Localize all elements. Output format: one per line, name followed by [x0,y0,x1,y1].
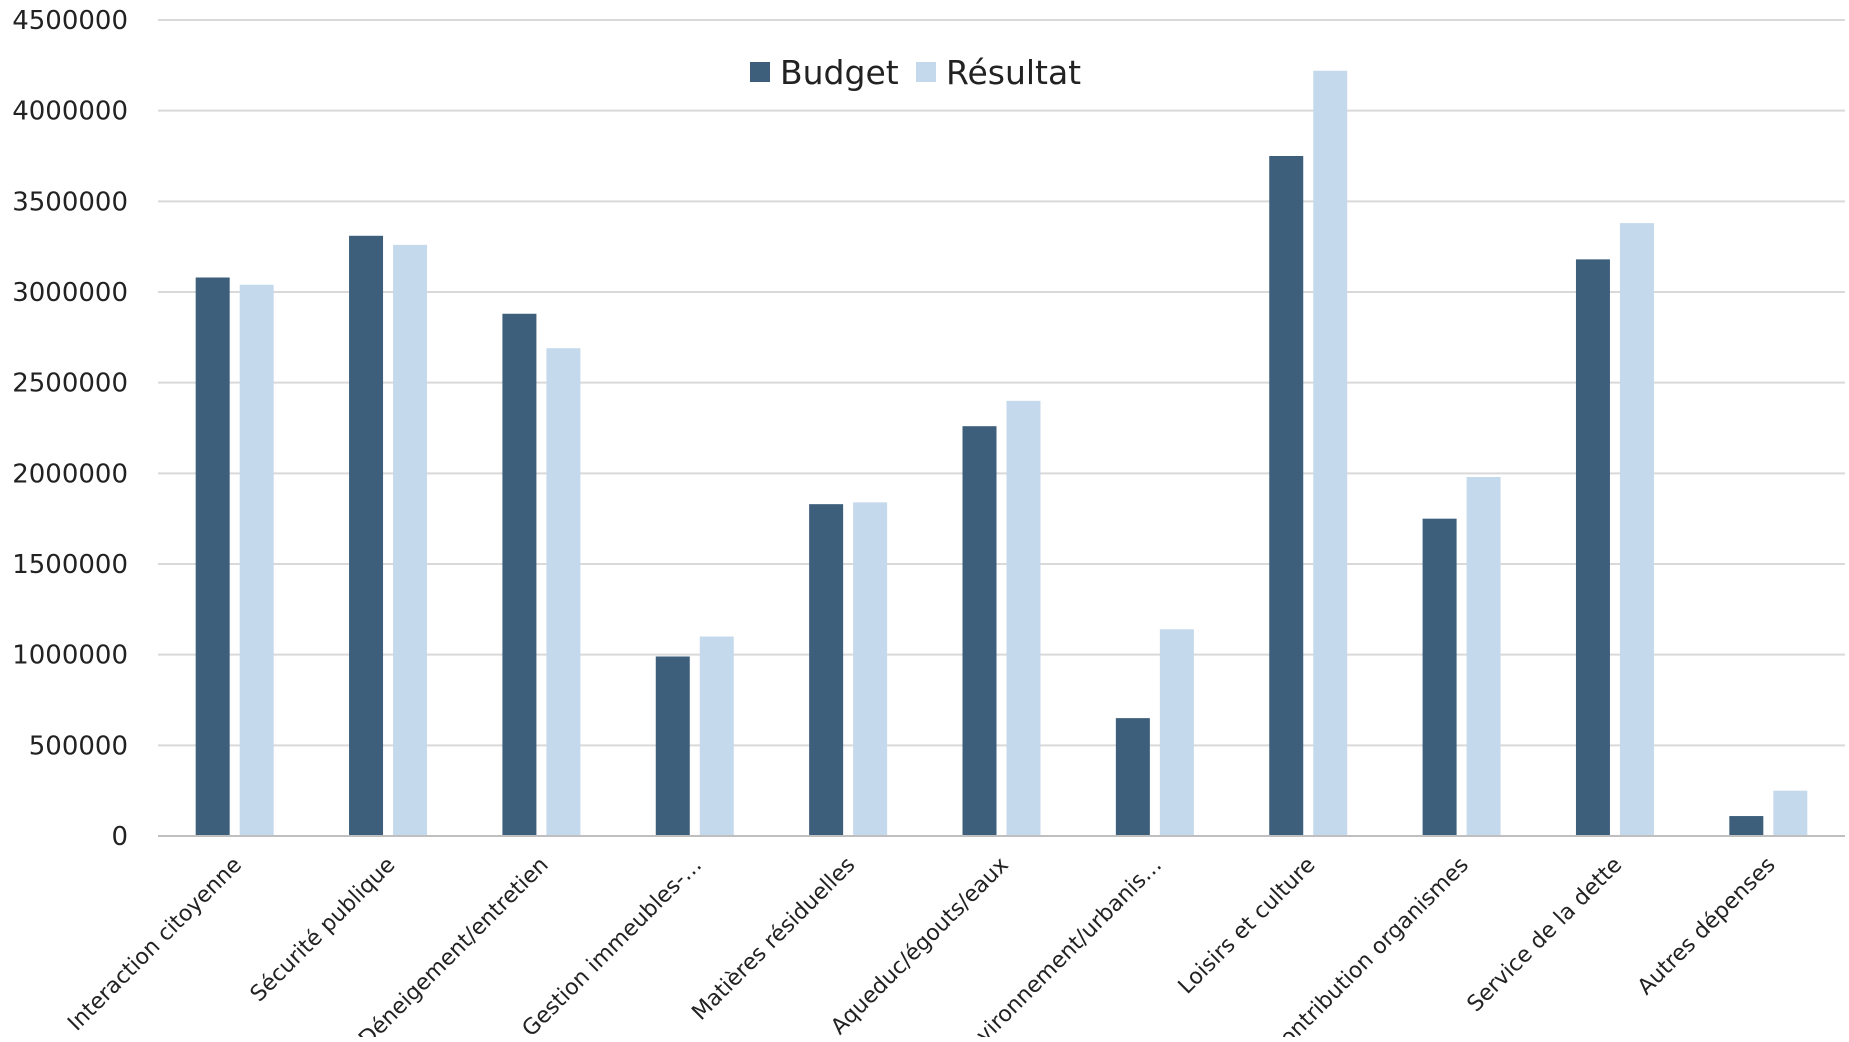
grid-lines [158,19,1845,747]
x-category-label: Service de la dette [1463,853,1628,1018]
legend-label: Budget [780,53,899,92]
bar-resultat [1006,400,1041,836]
bar-resultat [853,502,888,836]
bar-budget [655,656,690,836]
bar-budget [962,426,997,836]
bar-resultat [1313,70,1348,837]
legend-swatch [750,62,770,82]
bar-budget [1575,259,1610,836]
x-category-label: Sécurité publique [246,853,400,1007]
x-category-label: Gestion immeubles-… [518,853,707,1037]
y-tick-label: 1000000 [12,641,128,671]
y-tick-label: 3500000 [12,187,128,217]
x-category-label: Autres dépenses [1633,853,1780,1000]
bar-resultat [1159,629,1194,836]
bar-budget [1269,156,1304,836]
bar-resultat [1466,476,1501,836]
bar-resultat [239,284,274,836]
bar-resultat [1773,790,1808,836]
bar-resultat [546,348,581,836]
bar-budget [1115,718,1150,836]
x-category-label: Aqueduc/égouts/eaux [826,853,1013,1037]
y-tick-label: 3000000 [12,278,128,308]
bar-resultat [699,636,734,836]
y-tick-label: 2000000 [12,459,128,489]
y-tick-label: 4000000 [12,97,128,127]
y-tick-label: 500000 [29,731,128,761]
bar-budget [809,504,844,836]
x-category-label: Loisirs et culture [1174,853,1321,1000]
bar-resultat [393,244,428,836]
legend: Budget Résultat [750,53,1081,92]
bar-budget [502,313,537,836]
legend-swatch [916,62,936,82]
bar-budget [349,235,384,836]
y-tick-label: 0 [111,822,128,852]
y-tick-label: 1500000 [12,550,128,580]
bar-budget [1422,518,1457,836]
y-tick-label: 2500000 [12,369,128,399]
bar-resultat [1619,223,1654,837]
x-category-label: Interaction citoyenne [63,853,247,1037]
y-tick-label: 4500000 [12,6,128,36]
y-axis-ticks: 0 500000 1000000 1500000 2000000 2500000 30000… [12,6,128,852]
x-category-label: Matières résiduelles [687,853,860,1026]
bar-budget [195,277,230,836]
bar-budget [1729,816,1764,836]
legend-label: Résultat [946,53,1081,92]
bars [195,70,1808,837]
